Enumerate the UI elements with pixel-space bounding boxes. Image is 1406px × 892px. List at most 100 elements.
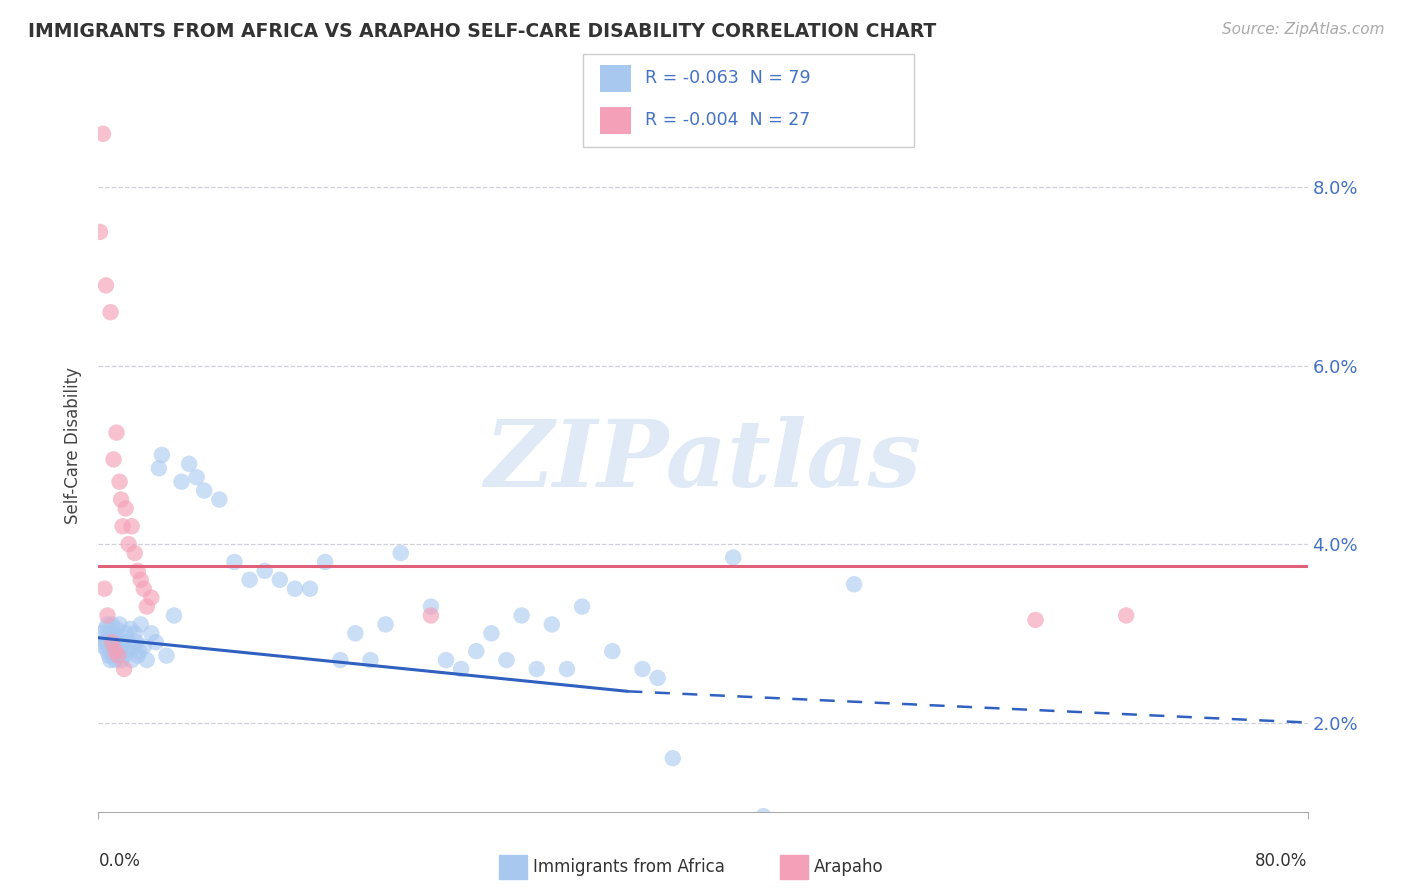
Point	[112, 662, 135, 676]
Point	[111, 519, 134, 533]
Point	[723, 550, 745, 565]
Point	[269, 573, 291, 587]
Point	[571, 599, 593, 614]
Point	[129, 617, 152, 632]
Point	[1115, 608, 1137, 623]
Point	[752, 809, 775, 823]
Point	[107, 631, 129, 645]
Point	[94, 635, 117, 649]
Point	[145, 635, 167, 649]
Point	[299, 582, 322, 596]
Point	[122, 640, 145, 654]
Point	[124, 546, 146, 560]
Point	[465, 644, 488, 658]
Point	[148, 461, 170, 475]
Point	[253, 564, 276, 578]
Point	[114, 626, 136, 640]
Point	[96, 617, 118, 632]
Point	[98, 648, 121, 663]
Text: Arapaho: Arapaho	[814, 858, 884, 876]
Point	[114, 501, 136, 516]
Point	[434, 653, 457, 667]
Point	[163, 608, 186, 623]
Point	[105, 622, 128, 636]
Point	[108, 617, 131, 632]
Point	[108, 644, 131, 658]
Point	[555, 662, 578, 676]
Point	[344, 626, 367, 640]
Point	[96, 644, 118, 658]
Point	[112, 648, 135, 663]
Point	[93, 640, 115, 654]
Point	[179, 457, 201, 471]
Point	[101, 617, 124, 632]
Point	[90, 626, 112, 640]
Text: R = -0.063  N = 79: R = -0.063 N = 79	[645, 70, 811, 87]
Point	[329, 653, 352, 667]
Point	[101, 644, 124, 658]
Point	[107, 648, 129, 663]
Point	[121, 519, 143, 533]
Point	[661, 751, 683, 765]
Y-axis label: Self-Care Disability: Self-Care Disability	[65, 368, 83, 524]
Point	[510, 608, 533, 623]
Point	[110, 492, 132, 507]
Point	[93, 582, 115, 596]
Point	[89, 225, 111, 239]
Point	[314, 555, 336, 569]
Point	[481, 626, 503, 640]
Point	[103, 626, 125, 640]
Point	[420, 608, 443, 623]
Point	[540, 617, 562, 632]
Point	[104, 640, 127, 654]
Text: ZIPatlas: ZIPatlas	[485, 416, 921, 506]
Point	[103, 648, 125, 663]
Point	[115, 644, 138, 658]
Point	[141, 626, 163, 640]
Point	[111, 635, 134, 649]
Point	[224, 555, 246, 569]
Point	[170, 475, 193, 489]
Point	[844, 577, 866, 591]
Point	[155, 648, 177, 663]
Point	[420, 599, 443, 614]
Point	[1024, 613, 1046, 627]
Point	[96, 608, 118, 623]
Point	[118, 537, 141, 551]
Point	[647, 671, 669, 685]
Point	[150, 448, 173, 462]
Point	[91, 635, 114, 649]
Point	[121, 653, 143, 667]
Point	[105, 425, 128, 440]
Point	[360, 653, 382, 667]
Point	[186, 470, 208, 484]
Text: 0.0%: 0.0%	[98, 852, 141, 870]
Point	[239, 573, 262, 587]
Point	[120, 622, 142, 636]
Point	[125, 635, 148, 649]
Point	[526, 662, 548, 676]
Text: Source: ZipAtlas.com: Source: ZipAtlas.com	[1222, 22, 1385, 37]
Point	[94, 278, 117, 293]
Text: R = -0.004  N = 27: R = -0.004 N = 27	[645, 112, 811, 129]
Point	[110, 640, 132, 654]
Text: IMMIGRANTS FROM AFRICA VS ARAPAHO SELF-CARE DISABILITY CORRELATION CHART: IMMIGRANTS FROM AFRICA VS ARAPAHO SELF-C…	[28, 22, 936, 41]
Point	[110, 653, 132, 667]
Point	[105, 635, 128, 649]
Point	[108, 475, 131, 489]
Point	[135, 653, 157, 667]
Point	[132, 640, 155, 654]
Point	[100, 653, 122, 667]
Point	[129, 573, 152, 587]
Point	[208, 492, 231, 507]
Point	[135, 599, 157, 614]
Point	[94, 622, 117, 636]
Point	[450, 662, 472, 676]
Point	[141, 591, 163, 605]
Point	[128, 644, 150, 658]
Point	[132, 582, 155, 596]
Point	[495, 653, 517, 667]
Point	[98, 626, 121, 640]
Point	[100, 305, 122, 319]
Text: 80.0%: 80.0%	[1256, 852, 1308, 870]
